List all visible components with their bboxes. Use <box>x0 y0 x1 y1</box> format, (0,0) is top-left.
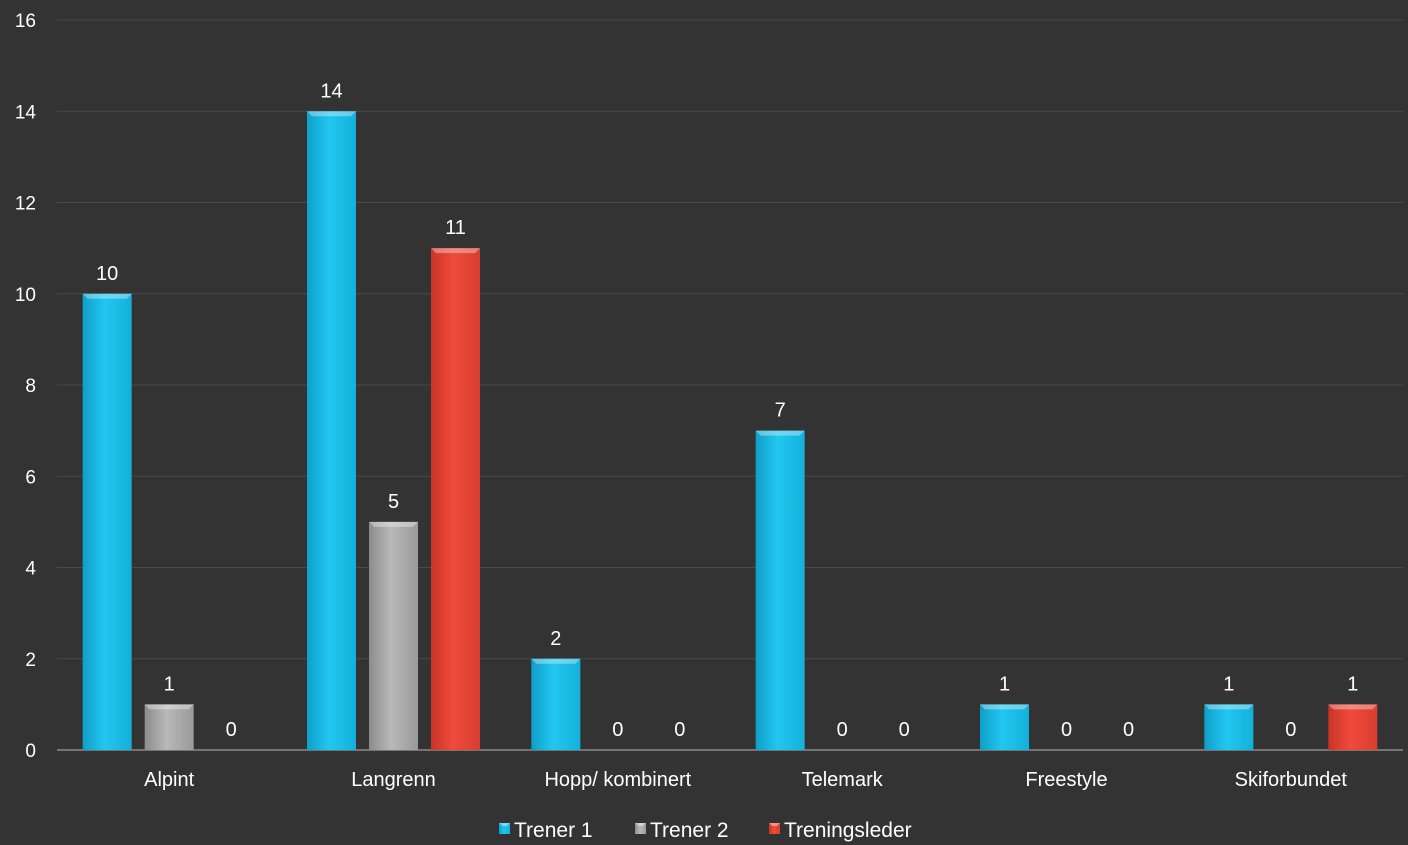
bar-treningsleder <box>1328 704 1378 750</box>
legend-label: Trener 1 <box>514 819 593 842</box>
data-label: 11 <box>445 217 466 239</box>
data-label: 0 <box>226 719 237 741</box>
data-label: 2 <box>550 628 561 650</box>
legend-swatch <box>635 823 646 834</box>
data-label: 0 <box>1123 719 1134 741</box>
bar-trener-1 <box>1204 704 1254 750</box>
data-label: 0 <box>1061 719 1072 741</box>
bar-bevel <box>531 658 581 664</box>
data-label: 1 <box>1347 673 1358 695</box>
category-label: Skiforbundet <box>1235 769 1348 791</box>
data-label: 0 <box>837 719 848 741</box>
y-tick-label: 0 <box>25 741 36 762</box>
legend-swatch-bevel <box>635 823 646 826</box>
bar-bevel <box>369 521 418 527</box>
legend-swatch <box>499 823 510 834</box>
bar-trener-1 <box>531 658 581 750</box>
legend-label: Trener 2 <box>650 819 729 842</box>
y-tick-label: 14 <box>15 102 37 123</box>
bar-bevel <box>755 430 805 436</box>
bar-bevel <box>1204 704 1254 710</box>
data-label: 1 <box>999 673 1010 695</box>
data-label: 1 <box>164 673 175 695</box>
x-axis-category-labels: Alpint Langrenn Hopp/ kombinert Telemark Fre… <box>144 769 1347 791</box>
data-label: 0 <box>1285 719 1296 741</box>
y-tick-label: 16 <box>15 11 36 32</box>
y-tick-label: 6 <box>25 467 36 488</box>
data-label: 5 <box>388 491 399 513</box>
y-tick-label: 10 <box>15 285 36 306</box>
data-label: 10 <box>96 263 118 285</box>
bars <box>82 111 1378 750</box>
bar-bevel <box>307 111 356 117</box>
bar-bevel <box>980 704 1029 710</box>
data-label: 0 <box>674 719 685 741</box>
category-label: Hopp/ kombinert <box>544 769 691 791</box>
category-label: Langrenn <box>351 769 436 791</box>
legend-swatch <box>769 823 780 834</box>
y-tick-label: 4 <box>25 559 36 580</box>
data-label: 0 <box>612 719 623 741</box>
bar-bevel <box>431 248 480 254</box>
legend-item: Trener 1 <box>499 819 593 842</box>
category-label: Telemark <box>802 769 884 791</box>
data-label: 7 <box>775 400 786 422</box>
bar-bevel <box>144 704 194 710</box>
bar-treningsleder <box>431 248 480 750</box>
y-axis-tick-labels: 0 2 4 6 8 10 12 14 16 <box>15 11 37 762</box>
data-label: 14 <box>320 80 342 102</box>
bar-trener-2 <box>369 521 418 750</box>
legend-swatch-bevel <box>499 823 510 826</box>
legend-item: Trener 2 <box>635 819 729 842</box>
data-label: 0 <box>899 719 910 741</box>
gridlines <box>57 19 1403 751</box>
y-tick-label: 8 <box>25 376 36 397</box>
category-label: Freestyle <box>1025 769 1107 791</box>
category-label: Alpint <box>144 769 194 791</box>
legend-label: Treningsleder <box>784 819 912 842</box>
legend-swatch-bevel <box>769 823 780 826</box>
y-tick-label: 2 <box>25 650 36 671</box>
bar-trener-1 <box>82 293 132 750</box>
bar-bevel <box>1328 704 1378 710</box>
data-label: 1 <box>1223 673 1234 695</box>
bar-bevel <box>82 293 132 299</box>
y-tick-label: 12 <box>15 194 36 215</box>
legend: Trener 1 Trener 2 Treningsleder <box>499 819 912 842</box>
legend-item: Treningsleder <box>769 819 912 842</box>
bar-trener-1 <box>307 111 356 750</box>
bar-trener-1 <box>980 704 1029 750</box>
bar-trener-1 <box>755 430 805 750</box>
bar-trener-2 <box>144 704 194 750</box>
